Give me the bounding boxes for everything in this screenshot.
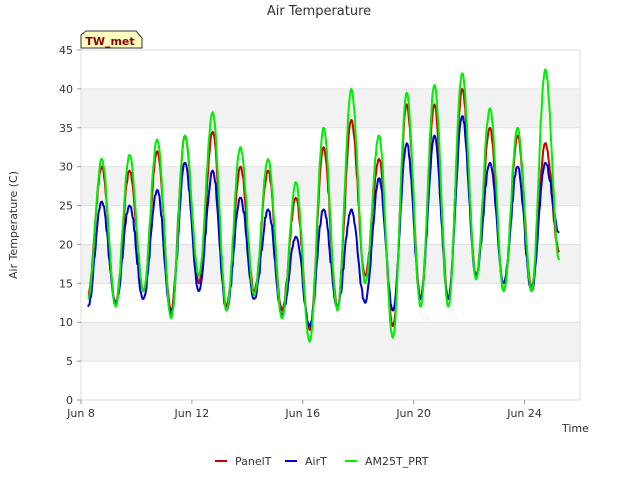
series-layer	[87, 68, 561, 343]
badge-shape	[80, 30, 143, 49]
grid-band	[81, 127, 580, 167]
x-tick-label: Jun 8	[66, 407, 95, 420]
y-axis-label: Air Temperature (C)	[7, 171, 20, 279]
series-line-am25t-prt	[87, 68, 561, 343]
y-tick-label: 30	[59, 161, 73, 174]
y-tick-label: 45	[59, 44, 73, 57]
y-tick-label: 5	[66, 355, 73, 368]
x-tick-label: Jun 12	[174, 407, 210, 420]
y-tick-label: 15	[59, 277, 73, 290]
y-tick-label: 0	[66, 394, 73, 407]
y-tick-label: 35	[59, 122, 73, 135]
grid-band	[81, 361, 580, 400]
legend-label: AirT	[305, 455, 327, 468]
legend-label: AM25T_PRT	[365, 455, 429, 468]
y-axis-ticks: 0 5 10 15 20 25 30 35 40 45	[59, 44, 81, 407]
y-tick-label: 20	[59, 238, 73, 251]
y-tick-label: 25	[59, 200, 73, 213]
x-axis-ticks: Jun 8 Jun 12 Jun 16 Jun 20 Jun 24	[66, 400, 542, 420]
grid-band	[81, 322, 580, 362]
plot-frame	[80, 49, 581, 401]
y-tick-label: 40	[59, 83, 73, 96]
grid-band	[81, 50, 580, 89]
y-tick-label: 10	[59, 316, 73, 329]
chart-title: Air Temperature	[267, 4, 371, 19]
legend-label: PanelT	[235, 455, 272, 468]
x-tick-label: Jun 24	[506, 407, 542, 420]
grid-band	[81, 166, 580, 206]
x-tick-label: Jun 20	[395, 407, 431, 420]
x-tick-label: Jun 16	[284, 407, 320, 420]
x-axis-label: Time	[561, 422, 589, 435]
tw-met-badge: TW_met	[80, 30, 143, 49]
legend: PanelT AirT AM25T_PRT	[215, 455, 429, 468]
grid-band	[81, 283, 580, 323]
badge-label: TW_met	[85, 35, 134, 48]
grid-band	[81, 88, 580, 128]
